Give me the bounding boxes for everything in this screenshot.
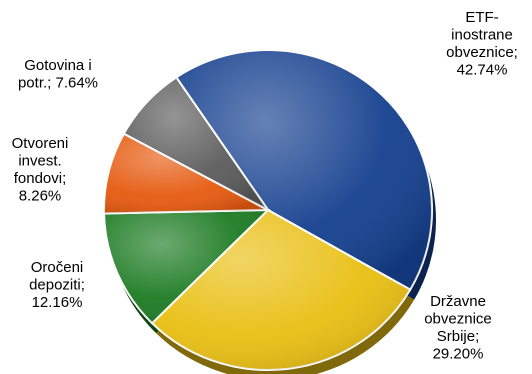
pie-label-2: Oročeni depoziti; 12.16%: [29, 259, 85, 311]
pie-slice-highlight-4: [123, 77, 268, 210]
pie-label-line: 8.26%: [19, 188, 62, 205]
pie-slice-4: [122, 75, 269, 211]
pie-slice-highlight-0: [176, 49, 432, 290]
pie-slice-highlight-1: [152, 210, 411, 370]
pie-slice-3: [103, 132, 272, 215]
pie-label-line: 29.20%: [433, 346, 484, 363]
pie-label-line: Gotovina i: [24, 57, 92, 74]
pie-label-line: Otvoreni: [12, 135, 69, 152]
pie-label-line: inostrane: [451, 27, 513, 44]
pie-label-line: 42.74%: [457, 62, 508, 79]
pie-label-line: obveznice;: [446, 44, 518, 61]
pie-slice-highlight-2: [104, 210, 268, 324]
pie-slice-1: [150, 208, 412, 371]
pie-label-3: Otvoreni invest. fondovi; 8.26%: [12, 135, 69, 205]
pie-slice-2: [103, 208, 271, 325]
pie-label-line: fondovi;: [14, 170, 67, 187]
pie-slice-highlight-3: [104, 133, 269, 214]
pie-label-1: Državne obveznice Srbije; 29.20%: [424, 293, 492, 363]
pie-label-line: 12.16%: [32, 294, 83, 311]
pie-label-line: depoziti;: [29, 277, 85, 294]
pie-label-0: ETF-inostrane obveznice; 42.74%: [446, 9, 518, 79]
pie-label-line: Oročeni: [31, 259, 84, 276]
pie-label-line: Srbije;: [437, 328, 480, 345]
pie-label-4: Gotovina i potr.; 7.64%: [18, 57, 98, 92]
pie-label-line: Državne: [430, 293, 486, 310]
pie-label-line: ETF-: [465, 9, 498, 26]
pie-slice-0: [174, 49, 433, 292]
pie-label-line: obveznice: [424, 311, 492, 328]
pie-label-line: invest.: [18, 153, 61, 170]
pie-label-line: potr.; 7.64%: [18, 75, 98, 92]
